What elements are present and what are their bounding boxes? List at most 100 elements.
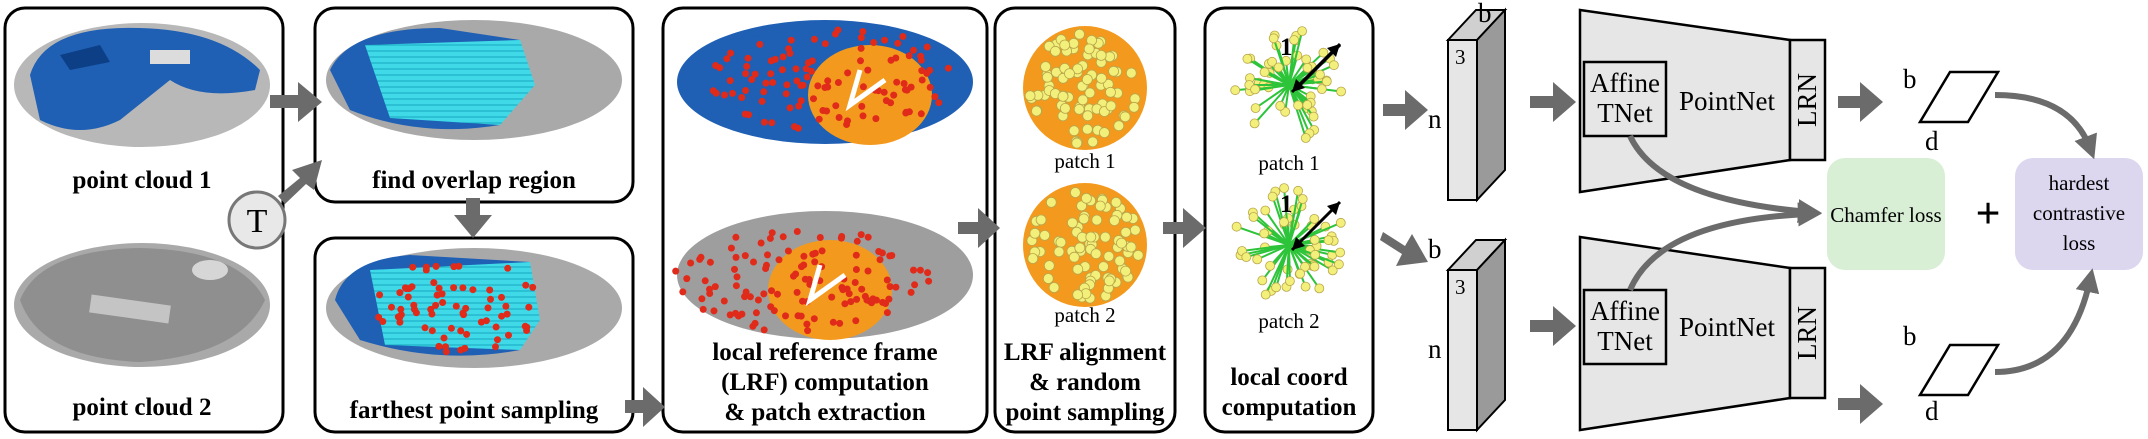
- point-dot: [1125, 241, 1137, 253]
- point-dot: [440, 334, 448, 342]
- point-dot: [834, 26, 842, 34]
- arrow-overlap-to-fps: [454, 198, 492, 238]
- plus-sign: +: [1975, 189, 2000, 238]
- point-dot: [1083, 43, 1095, 55]
- point-dot: [1068, 38, 1080, 49]
- point-dot: [762, 79, 770, 87]
- point-dot: [1048, 282, 1060, 293]
- point-dot: [852, 251, 860, 259]
- point-dot: [851, 279, 859, 286]
- star-point: [1309, 213, 1320, 224]
- star-point: [1329, 60, 1339, 71]
- point-dot: [428, 327, 436, 335]
- point-dot: [1082, 123, 1093, 135]
- point-dot: [469, 286, 477, 294]
- star-point: [1300, 281, 1311, 292]
- point-dot: [760, 326, 768, 334]
- coord-label-line-2: computation: [1222, 394, 1357, 421]
- point-dot: [918, 76, 926, 84]
- star-point: [1267, 191, 1278, 202]
- patch-2-label: patch 2: [1054, 303, 1115, 327]
- input-2-dim-n: n: [1428, 334, 1442, 364]
- star-point: [1295, 268, 1305, 279]
- desc-2-dim-d: d: [1925, 396, 1939, 426]
- star-point: [1308, 111, 1319, 122]
- point-dot: [818, 247, 826, 255]
- star-edge: [1255, 84, 1290, 109]
- point-dot: [1040, 61, 1051, 72]
- point-dot: [1091, 214, 1103, 226]
- star-point: [1285, 276, 1295, 287]
- star-edge: [1249, 77, 1290, 86]
- point-dot: [1076, 200, 1087, 212]
- star-point: [1318, 47, 1329, 58]
- point-dot: [864, 66, 872, 74]
- point-dot: [760, 118, 768, 126]
- star-point: [1267, 56, 1277, 67]
- lrf-sample-points-top: [709, 26, 952, 132]
- star-point: [1242, 53, 1253, 64]
- star-point: [1279, 217, 1289, 228]
- point-dot: [834, 79, 842, 86]
- point-dot: [1120, 226, 1132, 238]
- point-dot: [435, 284, 443, 292]
- input-tensor-2: [1445, 237, 1508, 433]
- point-dot: [793, 77, 801, 85]
- input-tensor-1: [1445, 7, 1508, 203]
- descriptor-2: [1917, 343, 2001, 397]
- star-edge: [1241, 244, 1290, 252]
- radius-arrow-2: [1290, 200, 1342, 252]
- point-dot: [457, 327, 465, 335]
- local-coord-star-2: [1231, 183, 1346, 300]
- point-dot: [529, 283, 537, 291]
- point-dot: [786, 49, 794, 57]
- point-dot: [1099, 231, 1111, 243]
- lrf-label-line-2: (LRF) computation: [721, 369, 929, 396]
- point-dot: [701, 277, 709, 285]
- patch-1-image: [1023, 26, 1147, 150]
- star-point: [1271, 282, 1281, 293]
- point-dot: [814, 82, 822, 90]
- point-dot: [1087, 136, 1099, 148]
- point-dot: [484, 304, 492, 312]
- arrow-align-to-coord: [1163, 208, 1206, 248]
- point-dot: [810, 35, 818, 43]
- arrow-coord-to-input2: [1380, 232, 1428, 266]
- point-dot: [459, 284, 467, 292]
- point-dot: [435, 342, 443, 350]
- point-dot: [699, 305, 707, 313]
- point-dot: [1024, 90, 1036, 102]
- panel-fps: [313, 236, 635, 434]
- arrow-coord-to-input1: [1383, 90, 1428, 130]
- star-point: [1327, 265, 1338, 276]
- point-dot: [1110, 196, 1122, 208]
- point-dot: [926, 83, 934, 91]
- descriptor-1: [1917, 70, 2001, 124]
- point-cloud-2-label: point cloud 2: [73, 394, 212, 421]
- star-point: [1315, 69, 1325, 80]
- point-dot: [721, 91, 728, 99]
- point-dot: [821, 40, 829, 48]
- point-dot: [706, 290, 714, 297]
- star-point: [1273, 62, 1284, 73]
- point-dot: [792, 270, 800, 278]
- star-edge: [1288, 190, 1300, 246]
- point-dot: [859, 83, 867, 91]
- point-dot: [1072, 289, 1084, 301]
- star-edge: [1254, 84, 1290, 91]
- star-point: [1334, 259, 1344, 270]
- point-dot: [1029, 227, 1041, 239]
- point-dot: [727, 49, 735, 57]
- point-dot: [935, 99, 943, 107]
- point-dot: [803, 320, 811, 328]
- point-dot: [525, 303, 533, 311]
- point-dot: [799, 297, 806, 305]
- point-dot: [760, 88, 768, 96]
- point-dot: [1039, 229, 1051, 241]
- point-dot: [916, 266, 924, 274]
- point-dot: [1071, 137, 1083, 149]
- point-dot: [783, 81, 791, 89]
- point-dot: [1109, 215, 1120, 227]
- point-dot: [494, 336, 501, 344]
- star-edge: [1253, 84, 1290, 125]
